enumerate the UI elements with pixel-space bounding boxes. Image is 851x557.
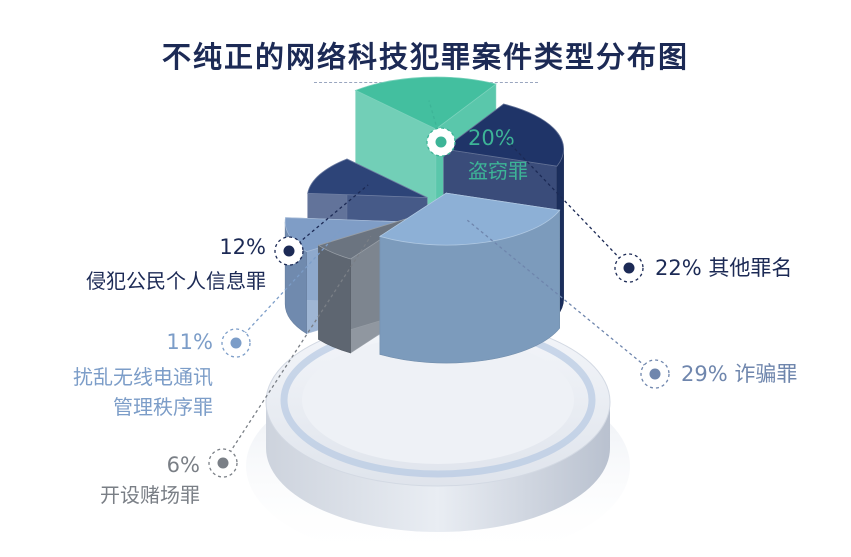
pct-label-2: 29% 诈骗罪 <box>681 362 797 386</box>
marker-dot-2 <box>649 368 661 380</box>
pct-label-1: 22% 其他罪名 <box>655 256 792 280</box>
leader-line-5 <box>288 184 369 252</box>
leader-line-4 <box>235 228 342 344</box>
name-label-0: 盗窃罪 <box>468 159 528 183</box>
name-label-4-line1: 管理秩序罪 <box>113 395 213 419</box>
leader-line-2 <box>466 219 656 375</box>
chart-title: 不纯正的网络科技犯罪案件类型分布图 <box>161 40 689 74</box>
marker-dot-1 <box>623 262 635 274</box>
marker-dot-4 <box>230 337 242 349</box>
pct-label-3: 6% <box>167 453 200 477</box>
name-label-5: 侵犯公民个人信息罪 <box>86 269 266 293</box>
callout-2: 29% 诈骗罪 <box>466 219 797 389</box>
name-label-3: 开设赌场罪 <box>100 483 200 507</box>
callout-0: 20% 盗窃罪 <box>426 100 528 183</box>
marker-dot-5 <box>283 245 295 257</box>
pie-slice-2 <box>378 192 561 364</box>
callout-1: 22% 其他罪名 <box>505 138 792 283</box>
marker-dot-3 <box>217 457 229 469</box>
callout-5: 12% 侵犯公民个人信息罪 <box>86 184 369 293</box>
name-label-4-line0: 扰乱无线电通讯 <box>73 365 213 389</box>
marker-dot-0 <box>435 136 447 148</box>
base-inner <box>302 336 574 464</box>
pct-label-4: 11% <box>166 330 213 354</box>
pct-label-5: 12% <box>219 235 266 259</box>
callout-3: 6% 开设赌场罪 <box>100 235 372 507</box>
pct-label-0: 20% <box>468 126 515 150</box>
